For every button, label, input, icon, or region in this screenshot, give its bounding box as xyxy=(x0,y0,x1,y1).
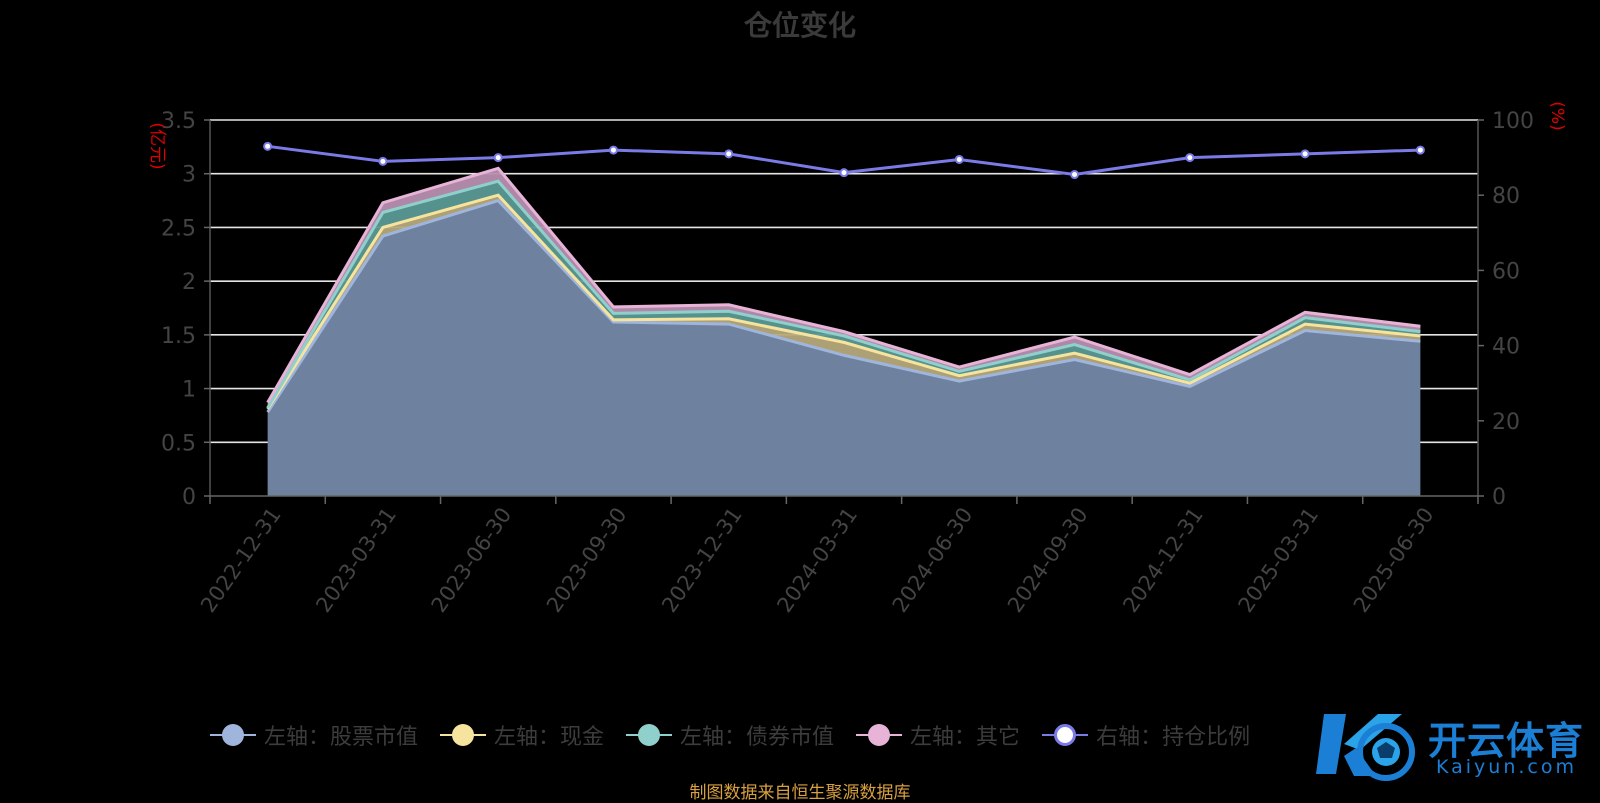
legend-label: 左轴：债券市值 xyxy=(680,725,835,750)
legend-item[interactable]: 左轴：股票市值 xyxy=(210,719,418,751)
x-tick-label: 2022-12-31 xyxy=(196,503,286,617)
x-tick-label: 2023-09-30 xyxy=(542,503,632,617)
y-tick-label-left: 3 xyxy=(182,163,196,188)
watermark: 开云体育 Kaiyun.com xyxy=(1316,700,1596,790)
data-source-note: 制图数据来自恒生聚源数据库 xyxy=(689,783,911,803)
series-line-2 xyxy=(266,193,1421,410)
y-tick-label-right: 60 xyxy=(1492,259,1520,284)
y-tick-label-right: 20 xyxy=(1492,410,1520,435)
y-tick-label-left: 3.5 xyxy=(161,109,196,134)
x-tick-label: 2023-06-30 xyxy=(427,503,517,617)
holding-ratio-point xyxy=(493,153,503,163)
watermark-brand-en: Kaiyun.com xyxy=(1436,756,1577,778)
legend-item[interactable]: 左轴：现金 xyxy=(440,719,604,751)
y-tick-label-left: 0.5 xyxy=(161,431,196,456)
y-tick-label-left: 2 xyxy=(182,270,196,295)
y-tick-label-left: 1.5 xyxy=(161,324,196,349)
chart-title: 仓位变化 xyxy=(743,9,856,42)
holding-ratio-point xyxy=(263,141,273,151)
holding-ratio-point xyxy=(378,156,388,166)
legend-item[interactable]: 左轴：债券市值 xyxy=(626,719,834,751)
x-tick-label: 2024-06-30 xyxy=(888,503,978,617)
x-tick-label: 2024-09-30 xyxy=(1003,503,1093,617)
holding-ratio-point xyxy=(839,168,849,178)
series-line-4 xyxy=(266,166,1421,404)
area-1 xyxy=(267,200,1421,497)
y-axis-title-left: (亿元) xyxy=(147,122,167,169)
holding-ratio-point xyxy=(724,149,734,159)
series-line-3 xyxy=(266,179,1421,409)
y-axis-title-right: (%) xyxy=(1547,101,1567,130)
kaiyun-logo-icon xyxy=(1316,714,1415,781)
watermark-brand-cn: 开云体育 xyxy=(1428,719,1585,763)
y-tick-label-left: 1 xyxy=(182,378,196,403)
x-tick-label: 2023-03-31 xyxy=(311,503,401,617)
holding-ratio-point xyxy=(1415,145,1425,155)
legend-label: 左轴：现金 xyxy=(494,725,605,750)
legend-marker-icon xyxy=(440,720,487,750)
y-tick-label-right: 100 xyxy=(1492,109,1534,134)
series-line-1 xyxy=(266,198,1421,414)
holding-ratio-point xyxy=(954,154,964,164)
y-tick-label-left: 0 xyxy=(182,485,196,510)
x-tick-label: 2023-12-31 xyxy=(657,503,747,617)
y-tick-label-right: 80 xyxy=(1492,184,1520,209)
legend-marker-icon xyxy=(626,720,673,750)
x-tick-label: 2024-03-31 xyxy=(772,503,862,617)
x-tick-label: 2025-03-31 xyxy=(1234,503,1324,617)
y-tick-label-right: 0 xyxy=(1492,485,1506,510)
legend-item[interactable]: 左轴：其它 xyxy=(856,719,1020,751)
holding-ratio-point xyxy=(1185,153,1195,163)
holding-ratio-point xyxy=(1070,170,1080,180)
y-tick-label-left: 2.5 xyxy=(161,216,196,241)
legend-item[interactable]: 右轴：持仓比例 xyxy=(1042,719,1250,751)
legend-label: 左轴：股票市值 xyxy=(264,725,419,750)
legend-marker-icon xyxy=(210,720,256,750)
legend-marker-icon xyxy=(856,720,903,750)
legend-label: 左轴：其它 xyxy=(910,725,1021,750)
x-tick-label: 2025-06-30 xyxy=(1349,503,1439,617)
holding-ratio-point xyxy=(1300,149,1310,159)
y-tick-label-right: 40 xyxy=(1492,335,1520,360)
holding-ratio-point xyxy=(608,145,618,155)
legend: 左轴：股票市值 左轴：现金 左轴：债券市值 左轴：其它 右轴：持仓比例 xyxy=(210,720,1250,750)
x-tick-label: 2024-12-31 xyxy=(1118,503,1208,617)
legend-marker-icon xyxy=(1042,720,1089,750)
legend-label: 右轴：持仓比例 xyxy=(1096,725,1251,750)
